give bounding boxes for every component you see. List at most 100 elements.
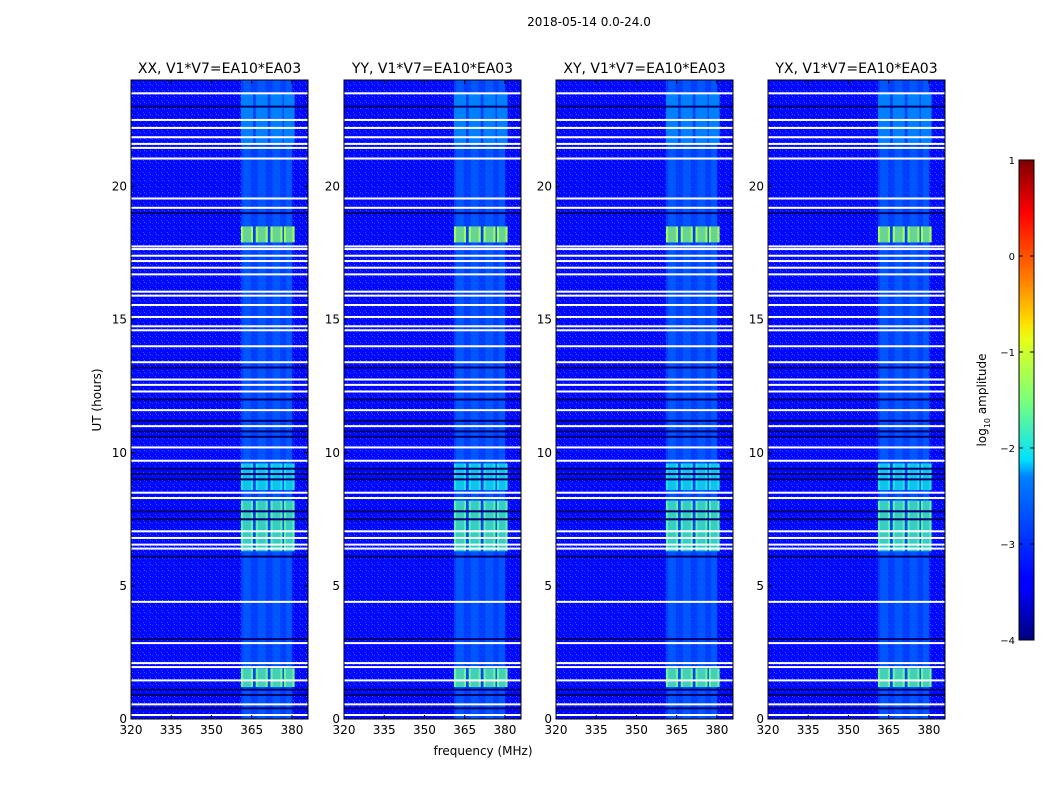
flagged-row — [131, 459, 308, 462]
flagged-row — [768, 345, 945, 348]
dark-row — [556, 105, 733, 108]
dark-row — [344, 366, 521, 369]
flagged-row — [344, 361, 521, 364]
flagged-row — [344, 142, 521, 145]
panel-2: YY, V1*V7=EA10*EA03 320 335 350 365 380 0 5 10 15… — [325, 61, 522, 737]
x-tick-label: 380 — [493, 723, 516, 737]
flagged-row — [131, 254, 308, 257]
flagged-row — [131, 146, 308, 149]
dark-row — [768, 398, 945, 401]
colorbar-label: log10 amplitude — [975, 354, 992, 447]
colorbar-tick-label: −2 — [1000, 444, 1015, 455]
x-tick-label: 365 — [877, 723, 900, 737]
flagged-row — [131, 378, 308, 381]
dark-row — [344, 638, 521, 641]
x-tick-label: 365 — [665, 723, 688, 737]
flagged-row — [131, 142, 308, 145]
flagged-row — [768, 662, 945, 665]
panel-image — [344, 80, 521, 719]
flagged-row — [768, 679, 945, 682]
flagged-row — [768, 530, 945, 533]
dark-row — [768, 478, 945, 481]
flagged-row — [556, 409, 733, 412]
flagged-row — [344, 536, 521, 539]
flagged-row — [131, 345, 308, 348]
flagged-row — [131, 290, 308, 293]
rfi-block — [283, 668, 295, 688]
dark-row — [344, 707, 521, 710]
rfi-block — [283, 463, 295, 491]
colorbar-tick-label: −3 — [1000, 540, 1015, 551]
flagged-row — [556, 118, 733, 121]
flagged-row — [344, 146, 521, 149]
dark-row — [556, 638, 733, 641]
dark-row — [344, 688, 521, 691]
y-tick-label: 5 — [332, 579, 340, 593]
x-tick-label: 335 — [160, 723, 183, 737]
panel-3: XY, V1*V7=EA10*EA03 320 335 350 365 380 0 5 10 15… — [537, 61, 734, 737]
rfi-block — [496, 226, 508, 243]
flagged-row — [131, 303, 308, 306]
dark-row — [131, 366, 308, 369]
flagged-row — [131, 266, 308, 269]
flagged-row — [556, 600, 733, 603]
dark-row — [344, 435, 521, 438]
flagged-row — [768, 92, 945, 95]
flagged-row — [556, 325, 733, 328]
flagged-row — [556, 260, 733, 263]
flagged-row — [556, 273, 733, 276]
flagged-row — [131, 157, 308, 160]
rfi-block — [907, 226, 920, 243]
flagged-row — [344, 118, 521, 121]
flagged-row — [556, 329, 733, 332]
flagged-row — [768, 642, 945, 645]
flagged-row — [131, 536, 308, 539]
flagged-row — [556, 446, 733, 449]
flagged-row — [556, 345, 733, 348]
dark-row — [556, 419, 733, 422]
rfi-block — [920, 668, 932, 688]
dark-row — [131, 478, 308, 481]
rfi-block — [283, 500, 295, 552]
rfi-block — [483, 226, 496, 243]
y-tick-label: 20 — [325, 180, 340, 194]
flagged-row — [556, 315, 733, 318]
flagged-row — [556, 378, 733, 381]
rfi-block — [270, 226, 283, 243]
panel-frame — [555, 79, 734, 720]
flagged-row — [768, 118, 945, 121]
rfi-block — [283, 93, 295, 144]
y-tick-label: 5 — [544, 579, 552, 593]
flagged-row — [768, 714, 945, 717]
flagged-row — [344, 266, 521, 269]
flagged-row — [344, 197, 521, 200]
flagged-row — [768, 136, 945, 139]
colorbar-tick-label: −1 — [1000, 348, 1015, 359]
rfi-block — [907, 668, 920, 688]
rfi-block — [240, 226, 254, 243]
rfi-block — [453, 226, 467, 243]
flagged-row — [131, 530, 308, 533]
y-tick-label: 5 — [756, 579, 764, 593]
colorbar-tick-label: 1 — [1009, 156, 1015, 167]
flagged-row — [131, 491, 308, 494]
flagged-row — [768, 390, 945, 393]
x-tick-label: 320 — [757, 723, 780, 737]
dark-row — [768, 510, 945, 513]
flagged-row — [344, 254, 521, 257]
x-tick-label: 350 — [837, 723, 860, 737]
y-tick-label: 0 — [756, 712, 764, 726]
x-tick-label: 350 — [413, 723, 436, 737]
flagged-row — [556, 703, 733, 706]
rfi-block — [270, 463, 283, 491]
flagged-row — [131, 662, 308, 665]
dark-row — [768, 688, 945, 691]
dark-row — [556, 473, 733, 476]
flagged-row — [131, 714, 308, 717]
flagged-row — [556, 157, 733, 160]
flagged-row — [131, 197, 308, 200]
flagged-row — [344, 290, 521, 293]
colorbar: −4 −3 −2 −1 0 1 log10 amplitude — [975, 156, 1035, 647]
flagged-row — [768, 361, 945, 364]
flagged-row — [556, 491, 733, 494]
